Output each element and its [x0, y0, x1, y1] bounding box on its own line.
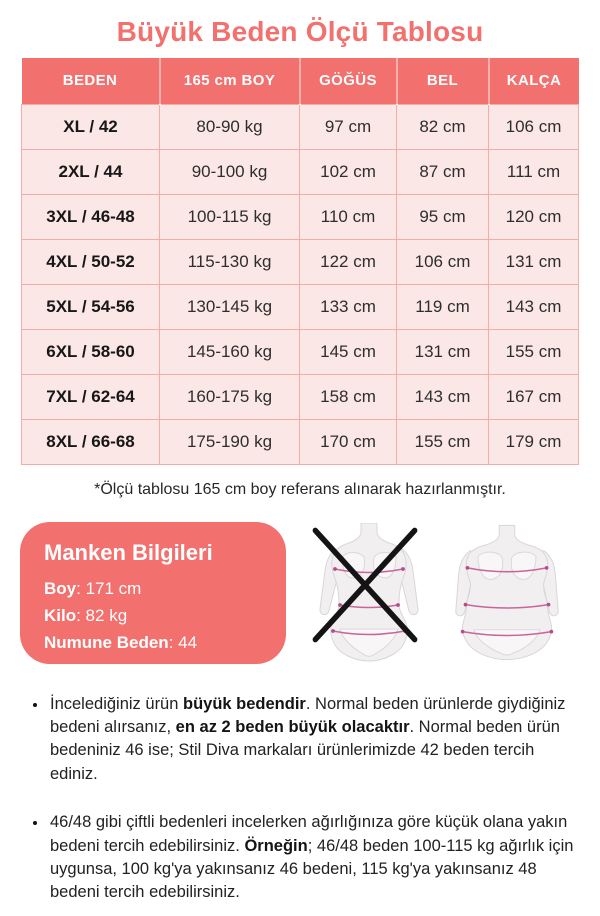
measurement-cell: 179 cm [488, 418, 579, 465]
model-info-line: Numune Beden: 44 [44, 632, 198, 652]
size-table-body: XL / 42 80-90 kg 97 cm 82 cm 106 cm 2XL / 44 9… [21, 103, 579, 465]
crossed-figure [312, 522, 425, 663]
measurement-cell: 119 cm [396, 283, 489, 330]
measurement-cell: 122 cm [299, 238, 397, 285]
table-row: 5XL / 54-56 130-145 kg 133 cm 119 cm 143 cm [21, 283, 579, 330]
size-label-cell: 8XL / 66-68 [21, 418, 160, 465]
measurement-cell: 87 cm [396, 148, 489, 195]
measurement-cell: 97 cm [299, 103, 397, 150]
measurement-cell: 143 cm [396, 373, 489, 420]
table-row: 2XL / 44 90-100 kg 102 cm 87 cm 111 cm [21, 148, 579, 195]
table-row: 7XL / 62-64 160-175 kg 158 cm 143 cm 167 cm [21, 373, 579, 420]
note-item: 46/48 gibi çiftli bedenleri incelerken a… [48, 811, 576, 905]
table-row: 6XL / 58-60 145-160 kg 145 cm 131 cm 155 cm [21, 328, 579, 375]
measurement-cell: 170 cm [299, 418, 397, 465]
table-footnote: *Ölçü tablosu 165 cm boy referans alınar… [94, 480, 506, 498]
size-chart-page: Büyük Beden Ölçü Tablosu BEDEN 165 cm BOY… [0, 16, 600, 916]
size-table: BEDEN 165 cm BOY GÖĞÜS BEL KALÇA XL / 42 80-9… [21, 58, 579, 465]
column-header: KALÇA [488, 58, 579, 104]
measurement-cell: 80-90 kg [159, 103, 300, 150]
measurement-cell: 133 cm [299, 283, 397, 330]
measurement-cell: 120 cm [488, 193, 579, 240]
measurement-cell: 95 cm [396, 193, 489, 240]
measurement-cell: 155 cm [396, 418, 489, 465]
size-label-cell: 4XL / 50-52 [21, 238, 160, 285]
size-label-cell: 5XL / 54-56 [21, 283, 160, 330]
model-info-card: Manken Bilgileri Boy: 171 cm Kilo: 82 kg N… [20, 521, 286, 664]
measurement-cell: 145 cm [299, 328, 397, 375]
measurement-cell: 155 cm [488, 328, 579, 375]
model-info-line: Boy: 171 cm [44, 578, 142, 598]
notes-list: İncelediğiniz ürün büyük bedendir. Norma… [30, 693, 576, 905]
column-header: BEDEN [21, 58, 161, 104]
measurement-cell: 130-145 kg [159, 283, 300, 330]
table-row: 3XL / 46-48 100-115 kg 110 cm 95 cm 120 cm [21, 193, 579, 240]
column-header: GÖĞÜS [299, 58, 398, 104]
measurement-cell: 175-190 kg [159, 418, 300, 465]
model-section: Manken Bilgileri Boy: 171 cm Kilo: 82 kg N… [0, 519, 600, 667]
measurement-cell: 82 cm [396, 103, 489, 150]
measurement-cell: 90-100 kg [159, 148, 300, 195]
measurement-cell: 145-160 kg [159, 328, 300, 375]
measurement-figures [286, 519, 590, 667]
approved-figure [451, 523, 563, 663]
measurement-cell: 102 cm [299, 148, 397, 195]
size-label-cell: 2XL / 44 [21, 148, 160, 195]
measurement-cell: 106 cm [488, 103, 579, 150]
model-info-lines: Boy: 171 cm Kilo: 82 kg Numune Beden: 44 [44, 575, 262, 657]
measurement-cell: 111 cm [488, 148, 579, 195]
size-table-header-row: BEDEN 165 cm BOY GÖĞÜS BEL KALÇA [21, 58, 579, 104]
measurement-cell: 167 cm [488, 373, 579, 420]
x-mark-icon [312, 527, 418, 642]
table-row: 8XL / 66-68 175-190 kg 170 cm 155 cm 179 cm [21, 418, 579, 465]
model-info-heading: Manken Bilgileri [44, 539, 213, 565]
plus-size-figure-icon [455, 524, 559, 660]
measurement-cell: 160-175 kg [159, 373, 300, 420]
table-row: 4XL / 50-52 115-130 kg 122 cm 106 cm 131 cm [21, 238, 579, 285]
measurement-cell: 131 cm [488, 238, 579, 285]
column-header: 165 cm BOY [159, 58, 301, 104]
measurement-cell: 115-130 kg [159, 238, 300, 285]
table-row: XL / 42 80-90 kg 97 cm 82 cm 106 cm [21, 103, 579, 150]
model-info-line: Kilo: 82 kg [44, 605, 128, 625]
measurement-cell: 100-115 kg [159, 193, 300, 240]
measurement-cell: 158 cm [299, 373, 397, 420]
size-label-cell: 6XL / 58-60 [21, 328, 160, 375]
size-label-cell: XL / 42 [21, 103, 160, 150]
size-label-cell: 3XL / 46-48 [21, 193, 160, 240]
size-label-cell: 7XL / 62-64 [21, 373, 160, 420]
page-title: Büyük Beden Ölçü Tablosu [116, 16, 484, 47]
measurement-cell: 143 cm [488, 283, 579, 330]
measurement-cell: 131 cm [396, 328, 489, 375]
measurement-cell: 106 cm [396, 238, 489, 285]
note-item: İncelediğiniz ürün büyük bedendir. Norma… [48, 693, 576, 787]
column-header: BEL [396, 58, 490, 104]
measurement-cell: 110 cm [299, 193, 397, 240]
